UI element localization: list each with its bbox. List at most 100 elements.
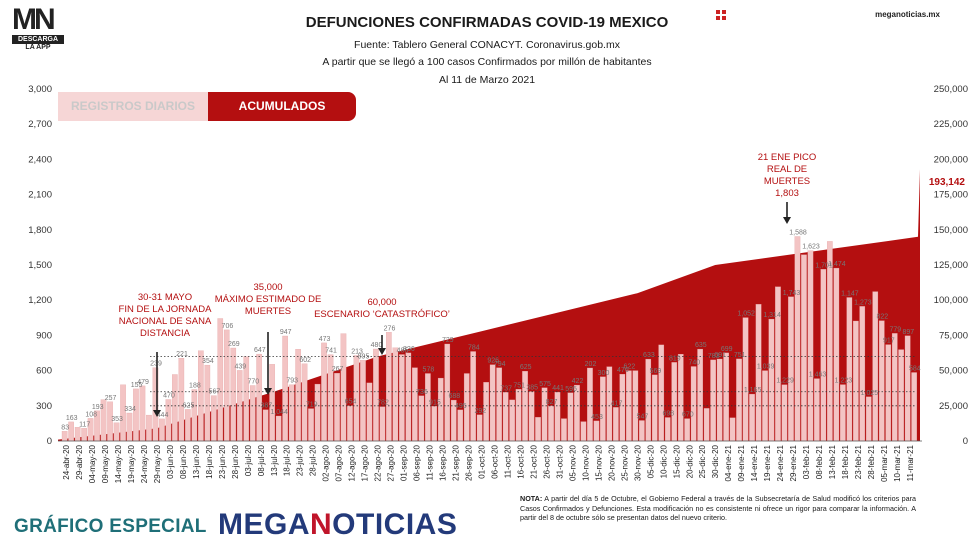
logo-app-label: LA APP (25, 44, 51, 51)
x-axis-tick-label: 11-oct-20 (504, 444, 513, 478)
daily-bar (580, 421, 587, 442)
x-axis-tick-label: 15-nov-20 (594, 444, 603, 481)
x-axis-tick-label: 28-jun-20 (231, 444, 240, 478)
accumulated-area (58, 169, 920, 441)
daily-bar (671, 362, 678, 442)
annotation-text: DISTANCIA (140, 328, 191, 339)
bar-data-label: 567 (209, 389, 221, 396)
annotation-text: ESCENARIO ‘CATASTRÓFICO’ (314, 309, 450, 320)
right-axis-tick-label: 250,000 (934, 84, 968, 95)
bar-data-label: 300 (598, 370, 610, 377)
daily-bar (412, 367, 418, 442)
bar-data-label: 822 (876, 314, 888, 321)
x-axis-tick-label: 15-dic-20 (672, 444, 681, 478)
bar-data-label: 1,044 (270, 409, 288, 416)
annotation-text: 21 ENE PICO (758, 152, 817, 163)
x-axis-tick-label: 24-may-20 (140, 444, 149, 483)
daily-bar (690, 366, 697, 442)
x-axis-tick-label: 01-sep-20 (400, 444, 409, 481)
daily-bar (600, 376, 606, 442)
x-axis-tick-label: 23-jul-20 (296, 444, 305, 476)
x-axis-tick-label: 08-jul-20 (257, 444, 266, 476)
annotation-text: REAL DE (767, 164, 807, 175)
x-axis-tick-label: 05-dic-20 (646, 444, 655, 478)
x-axis-tick-label: 29-may-20 (153, 444, 162, 483)
bar-data-label: 595 (565, 386, 577, 393)
daily-bar (437, 377, 444, 442)
daily-bar (859, 306, 866, 442)
daily-bar (703, 408, 710, 442)
site-url[interactable]: meganoticias.mx (875, 10, 940, 19)
bar-data-label: 1,743 (783, 290, 801, 297)
tab-registros-diarios[interactable]: REGISTROS DIARIOS (58, 92, 208, 121)
x-axis-tick-label: 13-feb-21 (828, 444, 837, 479)
bar-data-label: 625 (183, 402, 195, 409)
daily-bar (567, 392, 574, 442)
daily-bar (613, 407, 619, 442)
x-axis-tick-label: 21-sep-20 (452, 444, 461, 481)
annotation-text: NACIONAL DE SANA (119, 316, 212, 327)
bar-data-label: 1,052 (737, 311, 755, 318)
bar-data-label: 188 (189, 383, 201, 390)
x-axis-tick-label: 03-jun-20 (166, 444, 175, 478)
x-axis-tick-label: 20-dic-20 (685, 444, 694, 478)
daily-bar (801, 254, 807, 442)
left-axis-tick-label: 2,100 (28, 190, 52, 201)
x-axis-tick-label: 06-sep-20 (413, 444, 422, 481)
x-axis-tick-label: 18-feb-21 (841, 444, 850, 479)
bar-data-label: 836 (403, 346, 415, 353)
daily-bar (392, 347, 399, 442)
x-axis-tick-label: 22-ago-20 (374, 444, 383, 481)
daily-bar (431, 406, 438, 442)
bar-data-label: 480 (371, 342, 383, 349)
bar-data-label: 441 (552, 385, 564, 392)
daily-bar (159, 418, 165, 442)
bar-data-label: 221 (176, 351, 188, 358)
x-axis-tick-label: 28-jul-20 (309, 444, 318, 476)
left-axis-tick-label: 900 (36, 330, 52, 341)
bar-data-label: 897 (902, 329, 914, 336)
daily-bar (807, 250, 814, 442)
bar-data-label: 83 (61, 424, 69, 431)
x-axis-tick-label: 03-feb-21 (802, 444, 811, 479)
x-axis-tick-label: 17-ago-20 (361, 444, 370, 481)
daily-bar (133, 388, 139, 442)
bar-data-label: 779 (889, 326, 901, 333)
bar-data-label: 117 (79, 421, 90, 428)
bar-data-label: 1,314 (763, 312, 781, 319)
x-axis-tick-label: 24-ene-21 (776, 444, 785, 481)
bar-data-label: 354 (202, 358, 214, 365)
bar-data-label: 698 (662, 411, 674, 418)
tab-acumulados[interactable]: ACUMULADOS (208, 92, 356, 121)
bar-data-label: 269 (228, 341, 240, 348)
daily-bar (360, 360, 366, 442)
daily-bar (781, 384, 788, 442)
x-axis-tick-label: 05-mar-21 (880, 444, 889, 481)
bar-data-label: 584 (909, 366, 921, 373)
meganoticias-logo[interactable]: MN DESCARGA LA APP (12, 5, 64, 51)
right-axis-tick-label: 75,000 (939, 330, 968, 341)
daily-bar (230, 347, 237, 442)
bar-data-label: 569 (650, 368, 662, 375)
x-axis-tick-label: 26-oct-20 (542, 444, 551, 478)
x-axis-tick-label: 21-oct-20 (529, 444, 538, 478)
bar-data-label: 417 (611, 400, 623, 407)
bar-data-label: 1,623 (802, 244, 820, 251)
grid-icon[interactable] (716, 10, 727, 21)
right-axis-tick-label: 100,000 (934, 295, 968, 306)
daily-bar (178, 358, 185, 442)
daily-bar (418, 395, 425, 442)
daily-bar (308, 408, 314, 442)
bar-data-label: 193 (92, 404, 104, 411)
bar-data-label: 1,474 (828, 261, 846, 268)
annotation-text: 35,000 (253, 282, 282, 293)
x-axis-tick-label: 24-abr-20 (62, 444, 71, 479)
daily-bar (282, 335, 288, 442)
x-axis-tick-label: 16-sep-20 (439, 444, 448, 481)
daily-bar (334, 373, 340, 442)
left-axis-tick-label: 300 (36, 401, 52, 412)
x-axis-tick-label: 08-feb-21 (815, 444, 824, 479)
bar-data-label: 915 (429, 399, 441, 406)
bar-data-label: 751 (734, 352, 746, 359)
right-axis-tick-label: 175,000 (934, 190, 968, 201)
